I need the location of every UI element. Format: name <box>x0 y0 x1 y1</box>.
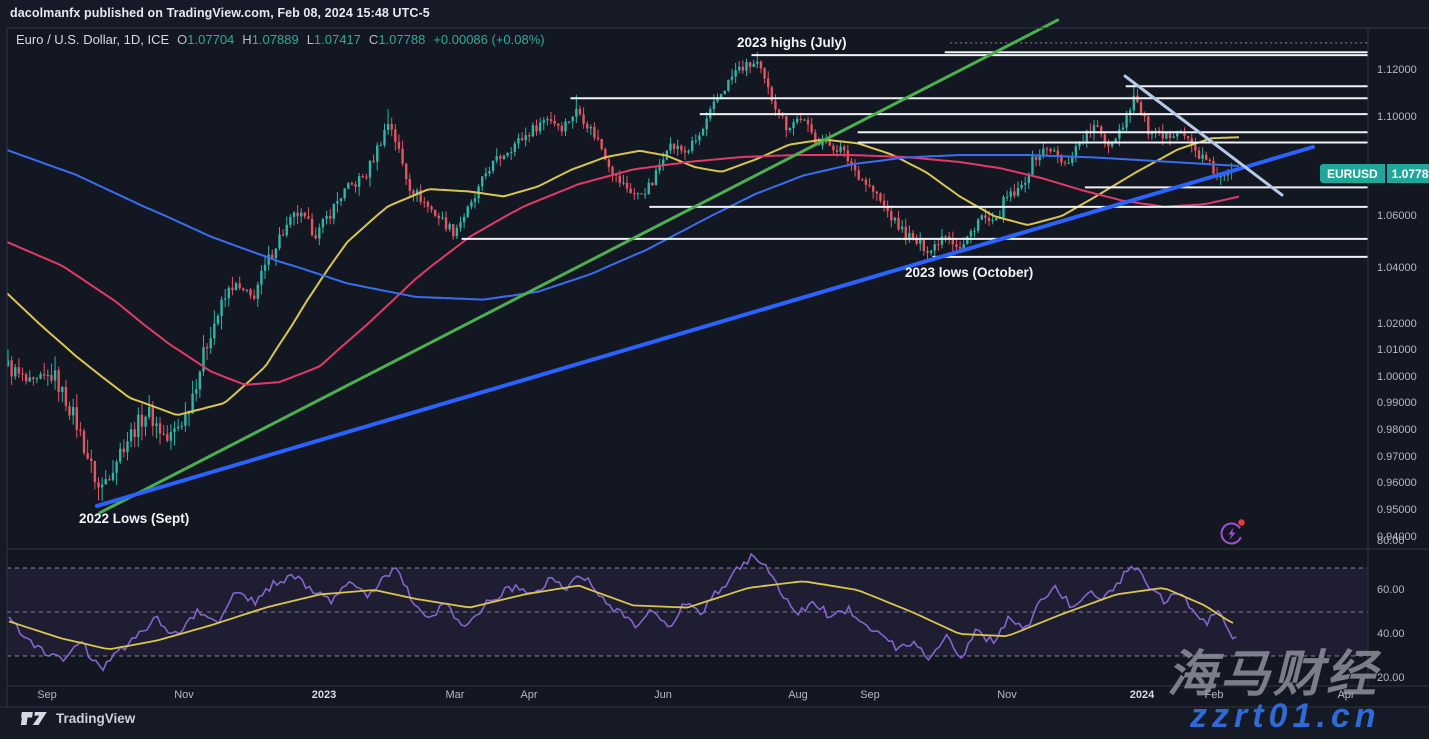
ma-blue <box>7 149 1240 301</box>
price-axis-label: 0.99000 <box>1377 397 1417 409</box>
close-label: C <box>368 32 379 47</box>
rsi-axis-label: 40.00 <box>1377 628 1405 640</box>
time-axis-label: Feb <box>1204 689 1224 701</box>
annotation-lows-2023: 2023 lows (October) <box>905 265 1034 280</box>
price-axis-label: 0.96000 <box>1377 477 1417 489</box>
time-axis-label: Jun <box>654 689 672 701</box>
open-value: 1.07704 <box>187 32 235 47</box>
price-axis-label: 1.12000 <box>1377 64 1417 76</box>
time-axis-label: Mar <box>445 689 465 701</box>
tradingview-logo-icon <box>20 712 47 725</box>
time-axis-label: 2024 <box>1129 689 1155 701</box>
high-label: H <box>242 32 252 47</box>
time-axis[interactable] <box>7 687 1368 707</box>
time-axis-label: Aug <box>788 689 808 701</box>
price-axis-label: 1.04000 <box>1377 262 1417 274</box>
ma-yellow <box>7 136 1240 416</box>
price-axis-label: 1.10000 <box>1377 111 1417 123</box>
rising-blue-trendline <box>94 145 1316 508</box>
open-label: O <box>177 32 188 47</box>
watermark-chinese: 海马财经 <box>1167 646 1379 702</box>
price-axis-label: 0.95000 <box>1377 504 1417 516</box>
price-axis-label: 1.00000 <box>1377 371 1417 383</box>
rsi-ma-line <box>8 580 1234 650</box>
annotation-lows-2022: 2022 Lows (Sept) <box>79 511 190 526</box>
symbol-title: Euro / U.S. Dollar, 1D, ICE <box>16 32 170 47</box>
time-axis-label: 2023 <box>311 689 337 701</box>
tradingview-brand-text: TradingView <box>56 711 136 726</box>
high-value: 1.07889 <box>251 32 299 47</box>
watermark-url: zzrt01.cn <box>1190 697 1381 735</box>
annotation-highs-2023: 2023 highs (July) <box>737 35 847 50</box>
time-axis-label: Nov <box>174 689 194 701</box>
long-term-green-trendline <box>98 18 1060 515</box>
flash-icon[interactable] <box>1216 516 1250 550</box>
time-axis-label: Apr <box>520 689 538 701</box>
time-axis-label: Sep <box>37 689 57 701</box>
price-axis-label: 1.02000 <box>1377 318 1417 330</box>
rsi-line <box>8 552 1237 672</box>
flash-icon-alert-dot <box>1238 519 1245 526</box>
price-axis-label: 0.98000 <box>1377 424 1417 436</box>
author-line: dacolmanfx published on TradingView.com,… <box>10 6 430 20</box>
price-axis-label: 0.97000 <box>1377 451 1417 463</box>
ma-pink <box>7 154 1240 386</box>
rsi-axis-label: 80.00 <box>1377 535 1405 547</box>
flash-icon-bolt <box>1228 527 1236 540</box>
time-axis-label: Nov <box>997 689 1017 701</box>
rsi-axis-label: 60.00 <box>1377 584 1405 596</box>
current-price-label: EURUSD 1.07788 <box>1320 164 1429 183</box>
price-label-symbol: EURUSD <box>1320 164 1385 183</box>
low-label: L <box>306 32 314 47</box>
flash-icon-ring <box>1220 522 1243 545</box>
price-axis-label: 1.06000 <box>1377 210 1417 222</box>
price-axis-label: 1.01000 <box>1377 344 1417 356</box>
low-value: 1.07417 <box>313 32 361 47</box>
close-value: 1.07788 <box>378 32 426 47</box>
change-value: +0.00086 (+0.08%) <box>433 32 545 47</box>
price-axis-label: 0.94000 <box>1377 531 1417 543</box>
tradingview-attribution[interactable]: TradingView <box>20 710 135 727</box>
symbol-legend: Euro / U.S. Dollar, 1D, ICE O1.07704 H1.… <box>16 32 545 47</box>
time-axis-label: Sep <box>860 689 880 701</box>
price-label-value: 1.07788 <box>1386 164 1429 183</box>
rsi-axis-label: 20.00 <box>1377 672 1405 684</box>
falling-steel-trendline <box>1123 74 1284 197</box>
time-axis-label: Apr <box>1337 689 1355 701</box>
chart-canvas[interactable] <box>7 28 1368 686</box>
